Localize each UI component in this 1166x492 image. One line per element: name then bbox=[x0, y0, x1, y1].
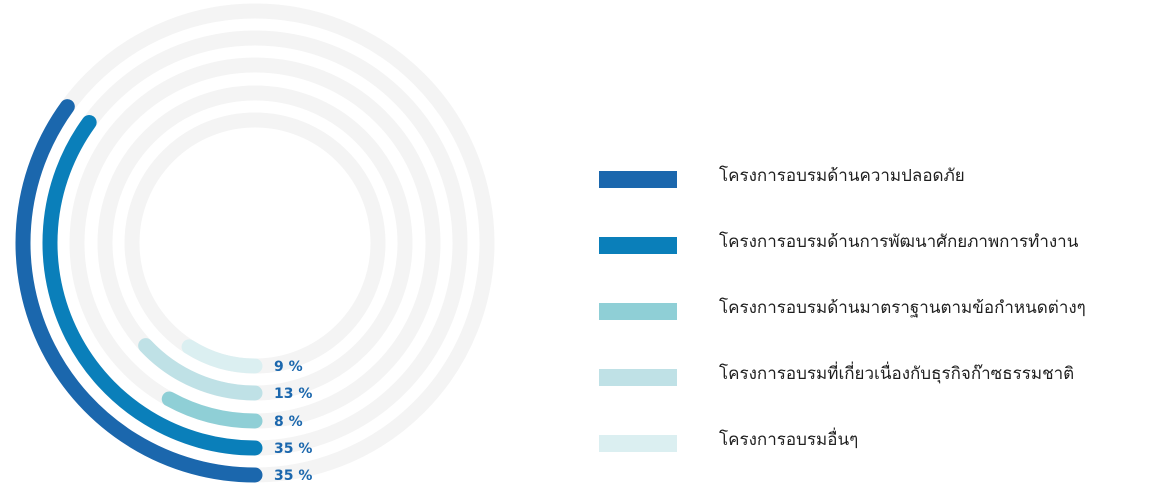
legend-swatch-gas-business bbox=[599, 369, 677, 386]
legend-swatch-standards bbox=[599, 303, 677, 320]
data-label-safety: 35 % bbox=[274, 468, 312, 484]
radial-bar-chart: 35 % 35 % 8 % 13 % 9 % bbox=[15, 3, 495, 484]
legend-label-standards: โครงการอบรมด้านมาตราฐานตามข้อกำหนดต่างๆ bbox=[719, 298, 1086, 318]
legend-swatch-safety bbox=[599, 171, 677, 188]
legend-label-safety: โครงการอบรมด้านความปลอดภัย bbox=[719, 166, 965, 186]
legend-swatch-work-potential bbox=[599, 237, 677, 254]
legend-label-other: โครงการอบรมอื่นๆ bbox=[719, 430, 859, 450]
bar-gas-business bbox=[138, 338, 263, 401]
data-label-work-potential: 35 % bbox=[274, 441, 312, 457]
data-label-standards: 8 % bbox=[274, 414, 303, 430]
data-label-other: 9 % bbox=[274, 359, 303, 375]
ring-track-other bbox=[124, 112, 386, 374]
bar-work-potential bbox=[42, 115, 263, 456]
bar-other bbox=[181, 339, 263, 374]
radial-chart-area: 35 % 35 % 8 % 13 % 9 % bbox=[0, 0, 560, 487]
bar-standards bbox=[161, 391, 263, 429]
legend-label-work-potential: โครงการอบรมด้านการพัฒนาศักยภาพการทำงาน bbox=[719, 232, 1079, 252]
data-label-gas-business: 13 % bbox=[274, 386, 312, 402]
bar-safety bbox=[15, 99, 263, 483]
legend-label-gas-business: โครงการอบรมที่เกี่ยวเนื่องกับธุรกิจก๊าซธ… bbox=[719, 364, 1075, 384]
legend-swatch-other bbox=[599, 435, 677, 452]
